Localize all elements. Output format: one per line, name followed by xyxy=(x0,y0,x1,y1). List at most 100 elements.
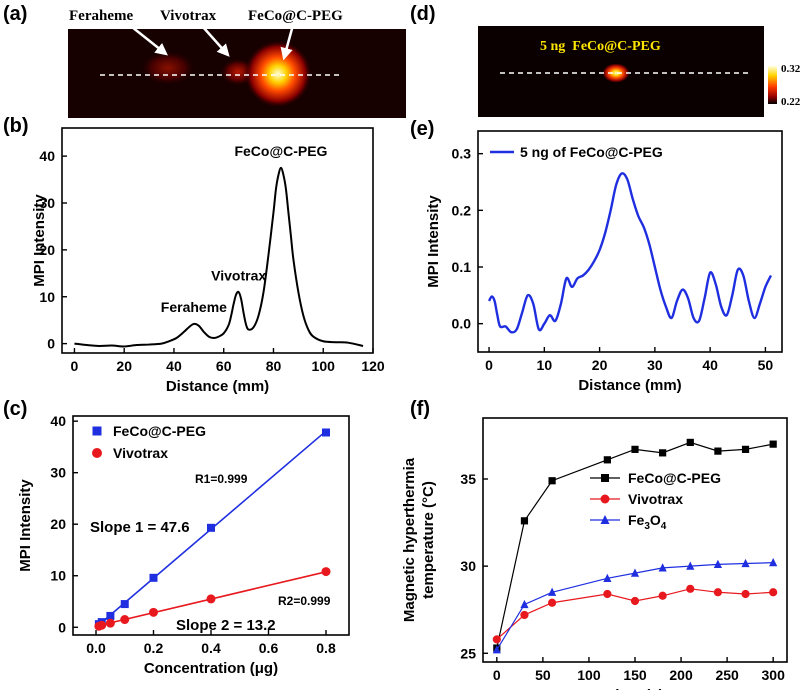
plot-c-series-1-point-6 xyxy=(321,567,331,577)
plot-c-r1: R1=0.999 xyxy=(195,472,248,486)
plot-f-series-line-0 xyxy=(496,441,774,649)
plot-b-xtick-label-5: 100 xyxy=(312,358,336,374)
plot-f-series-2-point-4 xyxy=(630,568,640,577)
plot-c-ytick-label-1: 10 xyxy=(50,568,66,584)
panel-label-a: (a) xyxy=(3,3,27,25)
plot-c-xtick-label-4: 0.8 xyxy=(316,640,336,656)
plot-b-curve xyxy=(74,166,364,348)
plot-c-legend-marker-1 xyxy=(92,448,102,458)
plot-f-series-2-point-6 xyxy=(686,561,695,570)
plot-c-ytick-label-0: 0 xyxy=(58,619,66,635)
plot-e-frame xyxy=(477,130,783,353)
plot-c-series-0-point-5 xyxy=(207,523,215,532)
plot-b: 0 20 40 60 80 100 120 0 10 20 30 40 Distance (mm) MPI… xyxy=(31,127,385,395)
plot-f-series-2-point-3 xyxy=(603,573,612,582)
plot-e-xlabel: Distance (mm) xyxy=(578,377,681,394)
plot-c-ytick-label-4: 40 xyxy=(50,413,66,429)
panel-a-arrow-feco xyxy=(280,24,295,61)
plot-e-xtick-label-0: 0 xyxy=(485,357,493,373)
plot-f-legend-marker-1 xyxy=(600,494,610,504)
plot-e-xtick-label-2: 20 xyxy=(592,357,608,373)
plot-b-annotation-vivotrax: Vivotrax xyxy=(211,267,266,283)
plot-f-legend-label-1: Vivotrax xyxy=(628,491,683,507)
panel-d-label: 5 ng FeCo@C-PEG xyxy=(540,39,661,54)
plot-c-xtick-label-3: 0.6 xyxy=(259,640,279,656)
plot-f-series-0-point-8 xyxy=(741,445,750,453)
plot-f-series-2-point-2 xyxy=(547,587,557,596)
plot-b-xtick-label-6: 120 xyxy=(361,358,385,374)
plot-f-frame xyxy=(482,417,788,663)
plot-e-ylabel: MPI Intensity xyxy=(425,195,442,288)
plot-b-xtick-label-4: 80 xyxy=(266,358,282,374)
panel-label-f: (f) xyxy=(410,398,430,420)
plot-c-slope1: Slope 1 = 47.6 xyxy=(90,519,190,536)
plot-c-ytick-label-3: 30 xyxy=(50,465,66,481)
plot-c-series-0-point-3 xyxy=(120,600,129,609)
plot-c-legend-label-0: FeCo@C-PEG xyxy=(113,423,206,439)
plot-e-ytick-label-1: 0.1 xyxy=(452,259,472,275)
plot-b-xtick-label-3: 60 xyxy=(216,358,232,374)
plot-c-series-1-point-5 xyxy=(206,594,216,604)
plot-f-series-1-point-1 xyxy=(520,610,529,620)
plot-f-legend-marker-0 xyxy=(601,474,609,482)
plot-c-ytick-label-2: 20 xyxy=(50,516,66,532)
plot-f-xtick-label-0: 0 xyxy=(493,667,501,683)
plot-c-legend-marker-0 xyxy=(92,426,102,436)
panel-d-colorbar-max: 0.32 xyxy=(781,63,800,75)
panel-label-d: (d) xyxy=(410,3,436,25)
panel-a-spot-feraheme xyxy=(140,50,196,86)
plot-c-series-1-point-3 xyxy=(120,615,130,625)
plot-b-xtick-label-1: 20 xyxy=(116,358,132,374)
plot-f-series-1-point-7 xyxy=(713,588,723,597)
plot-f-series-0-point-4 xyxy=(631,445,639,453)
plot-f-series-0-point-9 xyxy=(769,440,777,448)
plot-e-ytick-label-0: 0.0 xyxy=(452,316,472,332)
plot-c-series-1-point-1 xyxy=(97,620,107,630)
plot-c-xlabel: Concentration (μg) xyxy=(144,660,278,677)
plot-f-series-1-point-0 xyxy=(492,635,501,644)
panel-d-spot-feco xyxy=(602,63,630,83)
panel-a-label-vivotrax: Vivotrax xyxy=(160,8,217,24)
plot-f-ylabel-line-0: Magnetic hyperthermia xyxy=(401,457,418,622)
panel-d-image: 5 ng FeCo@C-PEG 0.32 0.22 xyxy=(478,26,800,117)
plot-c-series-1-point-2 xyxy=(105,618,115,628)
panel-a-image: Feraheme Vivotrax FeCo@C-PEG xyxy=(68,8,406,118)
plot-b-ytick-label-2: 20 xyxy=(39,242,55,258)
plot-c-xtick-label-1: 0.2 xyxy=(144,640,164,656)
plot-c-ylabel: MPI Intensity xyxy=(17,479,34,572)
plot-e-ytick-label-3: 0.3 xyxy=(452,146,472,162)
plot-c-xtick-label-2: 0.4 xyxy=(201,640,221,656)
plot-f-series-1-point-4 xyxy=(630,596,640,606)
panel-label-e: (e) xyxy=(410,118,434,140)
plot-b-xlabel: Distance (mm) xyxy=(166,378,269,395)
plot-f-series-2-point-9 xyxy=(769,558,778,567)
panel-a-label-feraheme: Feraheme xyxy=(69,8,133,24)
plot-b-xtick-label-2: 40 xyxy=(166,358,182,374)
plot-f-series-2-point-7 xyxy=(713,559,723,568)
plot-f-ytick-label-2: 35 xyxy=(460,471,476,487)
plot-f-series-0-point-3 xyxy=(603,456,611,464)
panel-a-label-feco: FeCo@C-PEG xyxy=(248,8,343,24)
plot-b-frame xyxy=(61,127,374,354)
plot-f-series-2-point-8 xyxy=(741,558,750,568)
panel-label-c: (c) xyxy=(3,398,27,420)
plot-f-xtick-label-5: 250 xyxy=(715,667,739,683)
panel-label-b: (b) xyxy=(3,115,29,137)
plot-f-xtick-label-3: 150 xyxy=(623,667,647,683)
plot-c-xtick-label-0: 0.0 xyxy=(86,640,106,656)
plot-f-series-1-point-9 xyxy=(769,588,778,597)
plot-b-ytick-label-1: 10 xyxy=(39,289,55,305)
plot-e-curve xyxy=(487,172,773,334)
plot-c-slope2: Slope 2 = 13.2 xyxy=(176,617,276,634)
plot-f-series-2-point-5 xyxy=(658,563,667,572)
plot-f-xtick-label-1: 50 xyxy=(535,667,551,683)
plot-f-xlabel: Time (s) xyxy=(606,687,663,690)
plot-f-xtick-label-2: 100 xyxy=(577,667,601,683)
panel-a-arrow-feraheme xyxy=(131,26,168,56)
plot-f-legend-marker-2 xyxy=(600,515,610,524)
plot-e: 0 10 20 30 40 50 0.0 0.1 0.2 0.3 Distance (mm) MPI … xyxy=(425,130,783,394)
plot-f-series-0-point-2 xyxy=(548,477,556,485)
plot-f: 0 50 100 150 200 250 300 25 30 35 Time (s) Magnetic… xyxy=(401,417,788,690)
plot-f-series-1-point-3 xyxy=(603,589,612,599)
